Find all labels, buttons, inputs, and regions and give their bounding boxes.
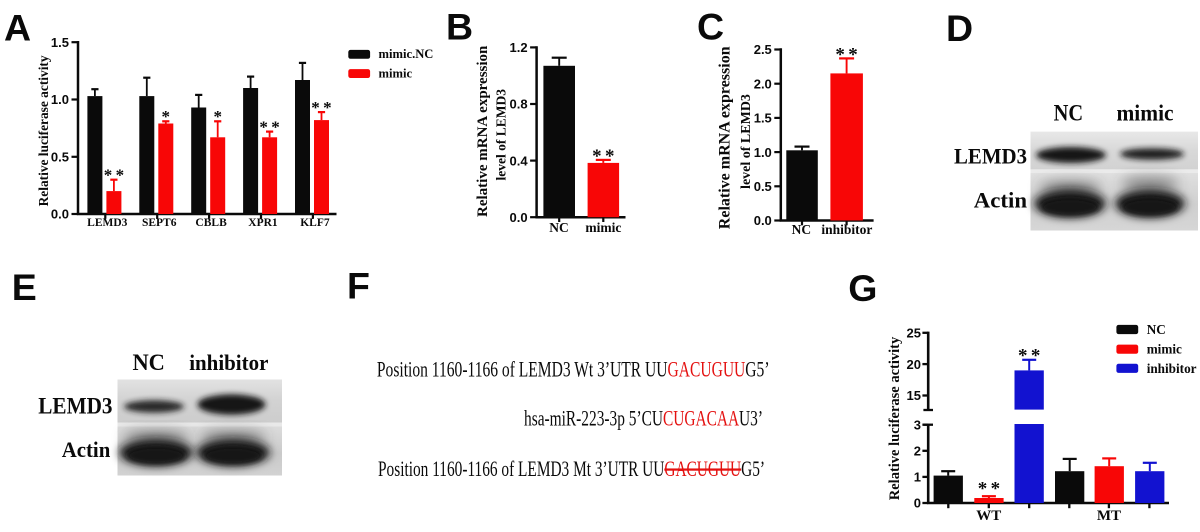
svg-text:0.4: 0.4 [510,153,529,168]
svg-text:**: ** [592,146,618,167]
svg-text:Position 1160-1166 of LEMD3 Wt: Position 1160-1166 of LEMD3 Wt 3’UTR UUG… [377,358,770,382]
svg-text:inhibitor: inhibitor [189,350,268,375]
svg-text:NC: NC [132,350,165,375]
svg-text:*: * [162,107,171,126]
svg-text:1.5: 1.5 [754,111,772,126]
svg-text:0.0: 0.0 [510,210,528,225]
svg-text:**: ** [835,44,861,65]
svg-text:**: ** [1018,346,1044,367]
svg-text:inhibitor: inhibitor [821,222,872,237]
svg-text:NC: NC [549,220,569,235]
svg-text:2.0: 2.0 [754,76,772,91]
svg-text:NC: NC [792,222,812,237]
svg-text:Relative luciferase activity: Relative luciferase activity [887,336,903,500]
svg-text:level of LEMD3: level of LEMD3 [494,89,509,181]
svg-text:F: F [347,265,370,307]
svg-text:inhibitor: inhibitor [1147,361,1197,376]
svg-text:G: G [848,267,877,309]
svg-text:1.2: 1.2 [510,40,528,55]
svg-text:0.0: 0.0 [754,213,772,228]
svg-text:1.0: 1.0 [754,145,772,160]
svg-text:MT: MT [1097,508,1121,524]
svg-text:A: A [4,7,31,49]
svg-text:CBLB: CBLB [195,217,227,229]
svg-text:mimic: mimic [379,66,413,80]
svg-text:2.5: 2.5 [754,42,772,57]
svg-text:mimic.NC: mimic.NC [379,47,434,61]
svg-text:1.0: 1.0 [51,92,69,107]
svg-text:Relative mRNA expression: Relative mRNA expression [475,45,491,217]
svg-text:Actin: Actin [974,188,1027,213]
svg-text:1: 1 [914,470,921,485]
svg-text:mimic: mimic [1147,342,1182,357]
svg-text:D: D [946,7,973,49]
svg-text:2: 2 [914,444,921,459]
svg-text:C: C [697,6,724,48]
svg-text:LEMD3: LEMD3 [38,394,112,420]
svg-text:0.5: 0.5 [754,179,772,194]
svg-text:Position 1160-1166 of LEMD3 Mt: Position 1160-1166 of LEMD3 Mt 3’UTR UUG… [378,457,765,482]
svg-text:NC: NC [1147,322,1166,337]
svg-text:KLF7: KLF7 [300,217,330,229]
svg-text:3: 3 [914,417,921,432]
svg-text:Relative luciferase activity: Relative luciferase activity [36,55,51,206]
svg-text:**: ** [259,118,283,137]
svg-text:mimic: mimic [1117,101,1174,126]
svg-text:0.8: 0.8 [510,97,528,112]
svg-text:**: ** [978,479,1004,500]
svg-text:SEPT6: SEPT6 [142,217,177,229]
svg-text:B: B [446,6,473,48]
svg-text:25: 25 [907,326,921,341]
svg-text:1.5: 1.5 [51,35,69,50]
svg-text:LEMD3: LEMD3 [87,217,128,229]
svg-text:Relative mRNA expression: Relative mRNA expression [717,46,734,229]
svg-text:NC: NC [1054,101,1084,126]
svg-text:hsa-miR-223-3p 5’CUCUGACAAU3’: hsa-miR-223-3p 5’CUCUGACAAU3’ [524,407,763,432]
svg-text:0.5: 0.5 [51,149,69,164]
svg-text:WT: WT [976,508,1001,524]
svg-text:mimic: mimic [585,220,621,235]
svg-text:LEMD3: LEMD3 [954,144,1027,169]
svg-text:15: 15 [907,388,921,403]
svg-text:Actin: Actin [62,437,111,462]
svg-text:E: E [12,266,37,308]
svg-text:XPR1: XPR1 [248,217,278,229]
svg-text:**: ** [311,98,335,117]
svg-text:20: 20 [907,357,921,372]
svg-text:**: ** [104,166,128,185]
svg-text:*: * [213,107,222,126]
svg-text:level of LEMD3: level of LEMD3 [739,94,754,189]
svg-text:0: 0 [914,496,921,511]
svg-text:0.0: 0.0 [51,207,69,222]
